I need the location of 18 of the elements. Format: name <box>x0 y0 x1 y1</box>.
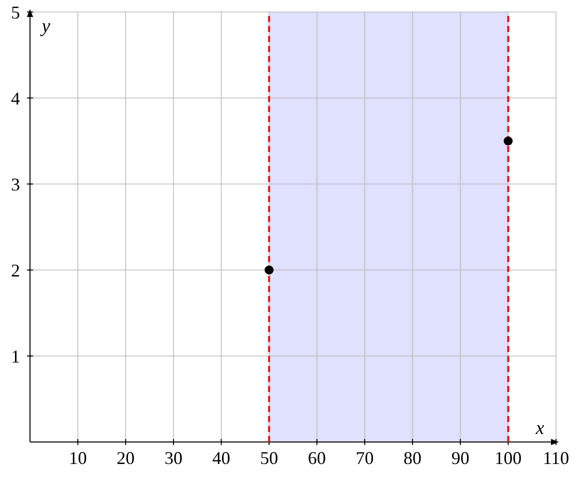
y-axis-title: y <box>40 16 51 37</box>
x-tick-label: 60 <box>308 448 326 468</box>
x-axis-title: x <box>534 418 545 439</box>
y-tick-label: 2 <box>11 260 20 280</box>
x-tick-label: 40 <box>212 448 230 468</box>
x-tick-label: 50 <box>260 448 278 468</box>
x-tick-label: 90 <box>451 448 470 468</box>
y-tick-label: 5 <box>11 2 20 22</box>
x-tick-label: 20 <box>116 448 135 468</box>
x-tick-label: 80 <box>404 448 422 468</box>
y-tick-label: 3 <box>11 174 20 194</box>
x-tick-label: 100 <box>494 448 522 468</box>
x-tick-label: 10 <box>68 448 87 468</box>
y-tick-label: 1 <box>11 346 20 366</box>
x-tick-label: 110 <box>542 448 570 468</box>
x-tick-label: 30 <box>164 448 182 468</box>
y-tick-label: 4 <box>11 88 20 108</box>
x-tick-label: 70 <box>356 448 374 468</box>
